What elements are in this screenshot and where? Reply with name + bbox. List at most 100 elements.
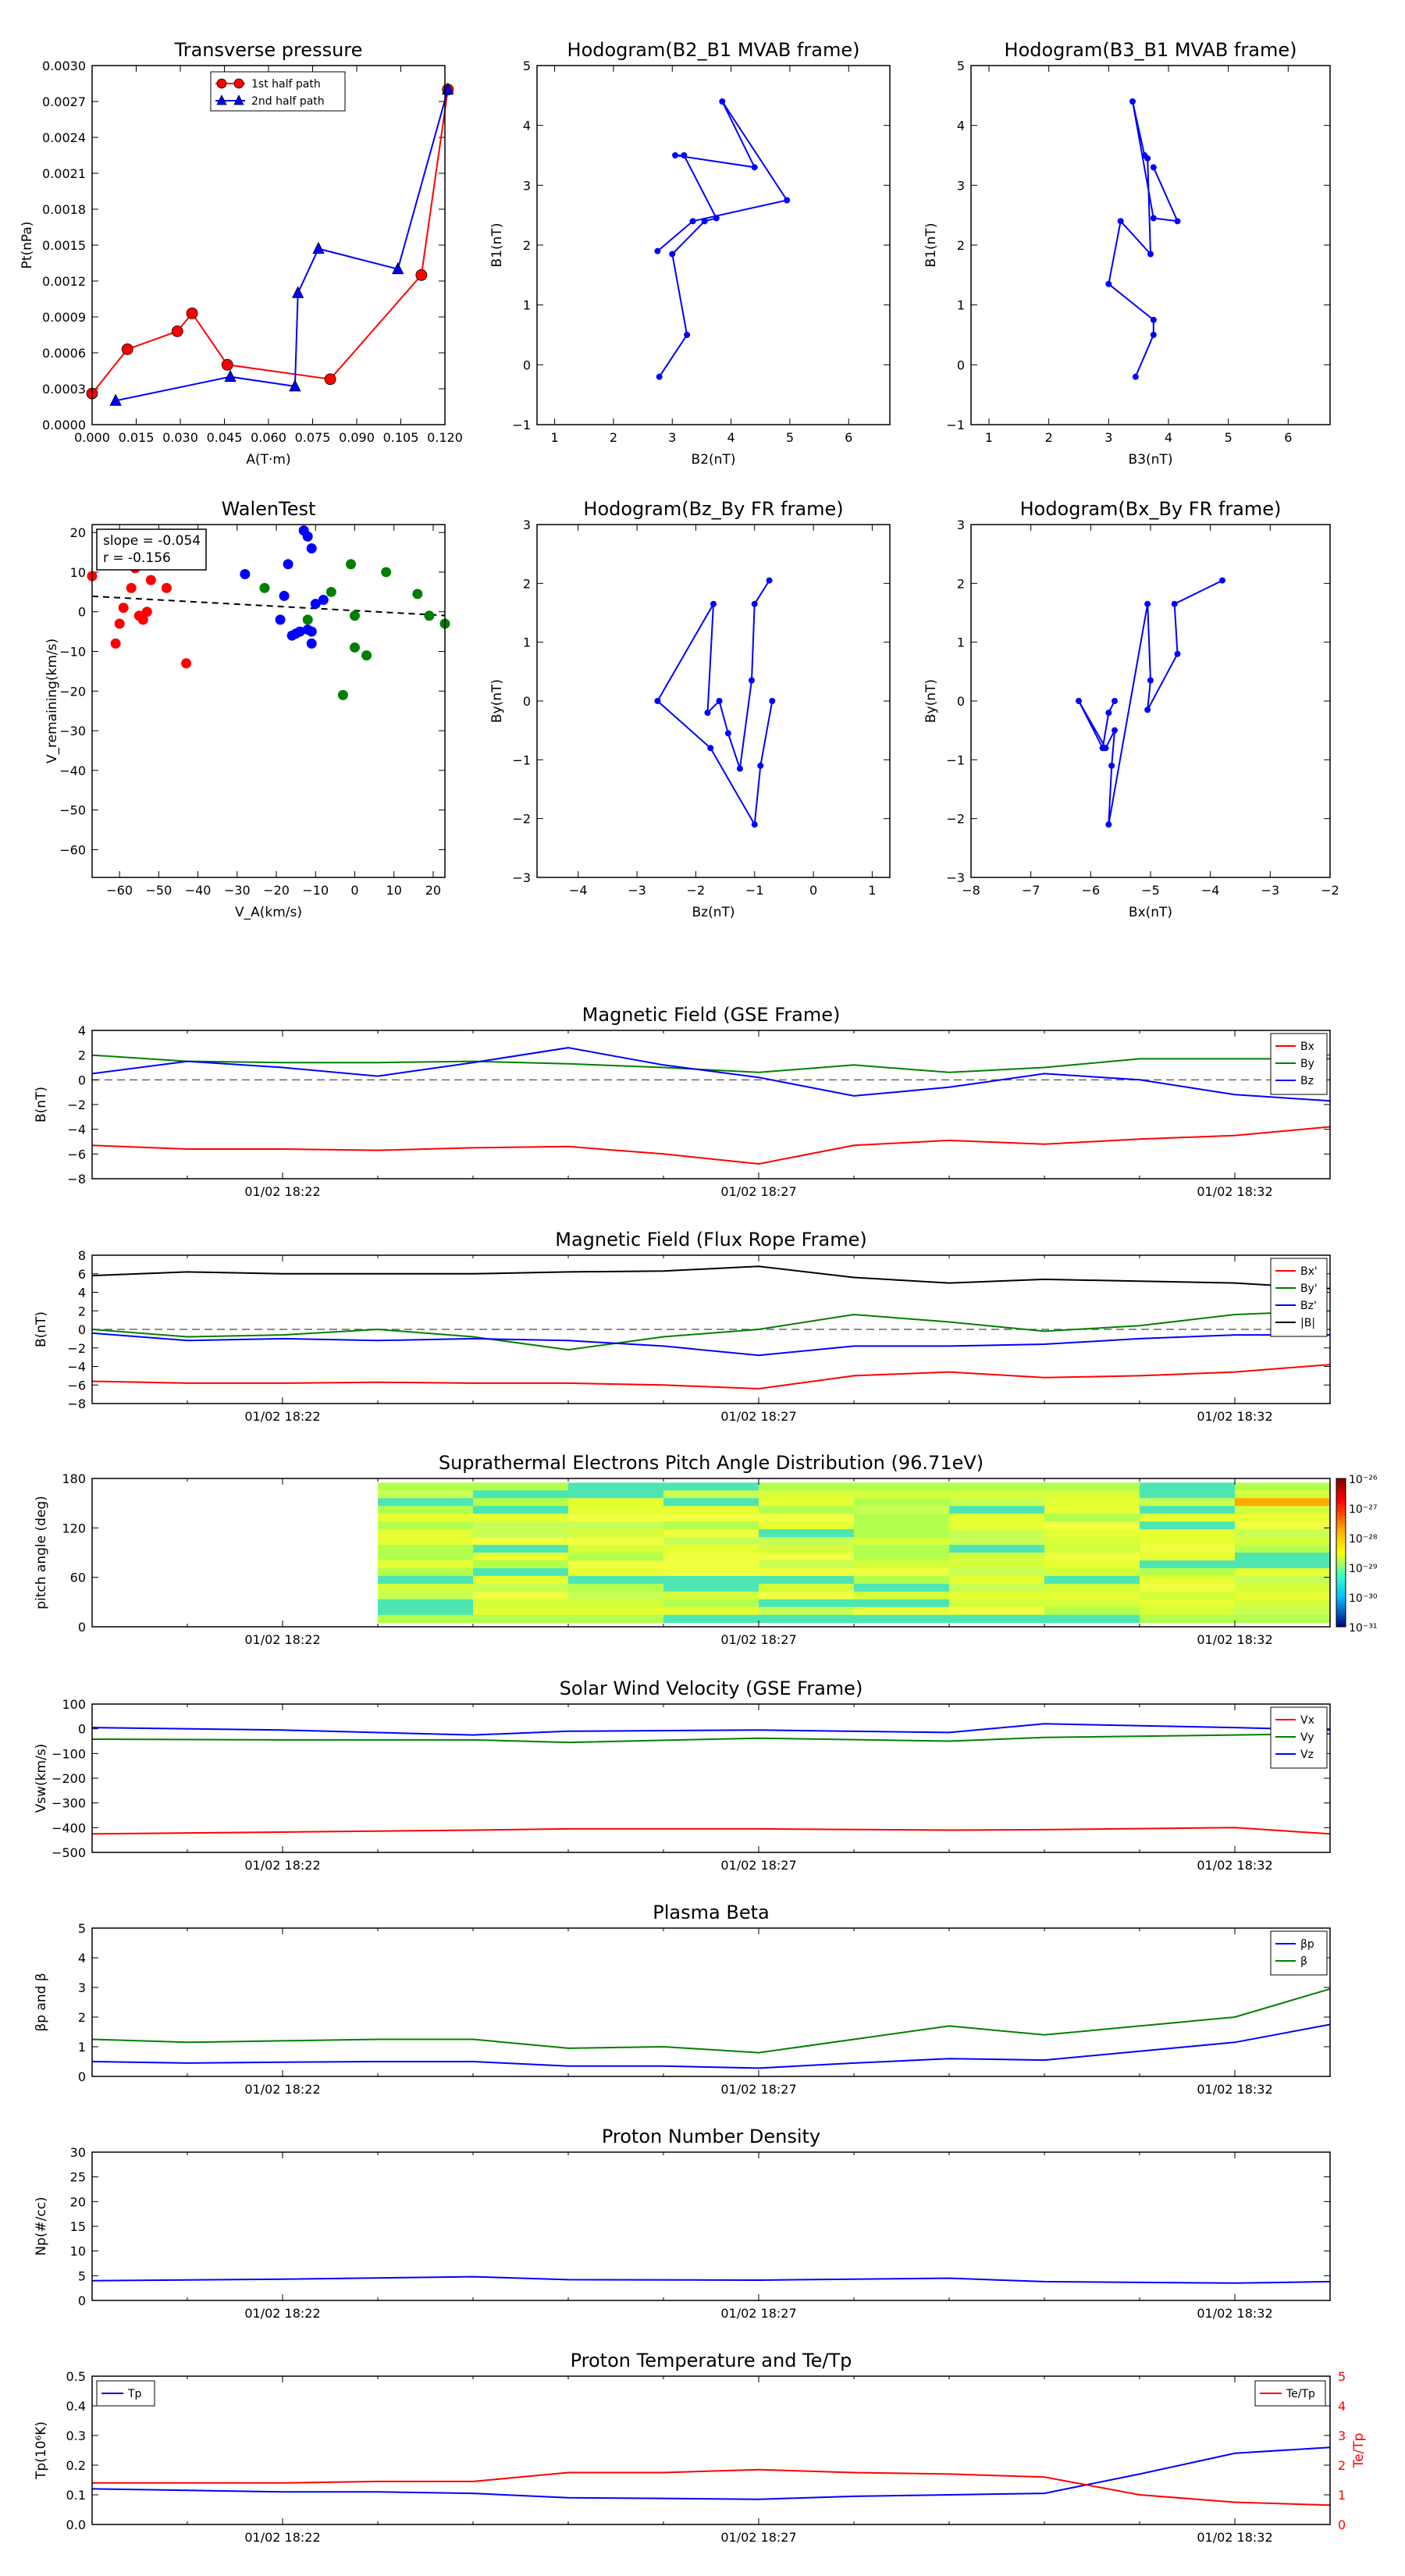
heatmap-cell xyxy=(473,1606,569,1616)
y2-tick-label: 5 xyxy=(1338,2369,1346,2384)
series-line xyxy=(91,2275,1331,2284)
series-line xyxy=(656,580,774,827)
y-tick-label: 0.0024 xyxy=(42,130,86,145)
y-tick-label: 30 xyxy=(70,2145,86,2160)
y-tick-label: 0 xyxy=(957,694,965,709)
y-tick-label: 0.0006 xyxy=(42,346,86,361)
chart-title: Proton Temperature and Te/Tp xyxy=(571,2350,852,2371)
y-tick-label: 2 xyxy=(957,238,965,253)
y-axis-label: βp and β xyxy=(34,1973,49,2031)
y-tick-label: 0.1 xyxy=(66,2488,86,2503)
x-axis-label: Bz(nT) xyxy=(692,905,735,920)
data-point xyxy=(324,373,336,386)
y-tick-label: 4 xyxy=(78,1951,86,1966)
colorbar-label: 10⁻²⁷ xyxy=(1349,1503,1377,1516)
x-tick-label: 01/02 18:22 xyxy=(244,1858,320,1873)
y-tick-label: 1 xyxy=(957,298,965,313)
x-tick-label: 01/02 18:32 xyxy=(1197,2530,1272,2545)
legend-box xyxy=(210,71,346,112)
heatmap-cell xyxy=(854,1514,950,1522)
legend-label: |B| xyxy=(1300,1317,1315,1329)
data-point xyxy=(392,262,404,275)
series-line xyxy=(91,1265,1331,1290)
y-tick-label: 5 xyxy=(78,1921,86,1936)
y-tick-label: −1 xyxy=(946,753,965,767)
data-point xyxy=(1219,577,1225,584)
heatmap-cell xyxy=(854,1599,950,1608)
panel-4: −4 −3 −2 −1 0 1 −3 −2 −1 0 1 2 3 Bz(nT) By(nT) xyxy=(489,518,890,920)
heatmap-cell xyxy=(378,1529,474,1538)
heatmap-cell xyxy=(473,1575,569,1585)
heatmap-cell xyxy=(759,1506,855,1514)
heatmap-cell xyxy=(1140,1606,1236,1616)
y-tick-label: −3 xyxy=(512,870,531,885)
x-tick-label: −2 xyxy=(1321,883,1339,898)
heatmap-cell xyxy=(378,1490,474,1499)
series-line xyxy=(115,89,449,402)
heatmap-cell xyxy=(568,1482,664,1491)
data-point xyxy=(716,698,723,704)
data-point xyxy=(1144,600,1151,607)
x-tick-label: 0.060 xyxy=(251,430,286,445)
data-point xyxy=(1117,218,1124,225)
data-point xyxy=(279,590,290,601)
y-tick-label: 0.0018 xyxy=(42,202,86,217)
heatmap-cell xyxy=(1044,1545,1140,1553)
x-tick-label: 01/02 18:32 xyxy=(1197,1409,1272,1424)
heatmap-cell xyxy=(568,1506,664,1514)
y-axis-label: By(nT) xyxy=(923,679,939,723)
data-point xyxy=(757,762,764,769)
heatmap-cell xyxy=(1044,1521,1140,1530)
plot-frame xyxy=(970,65,1331,425)
x-tick-label: −3 xyxy=(628,883,646,898)
y-tick-label: 20 xyxy=(70,525,86,540)
legend-label: Tp xyxy=(127,2388,142,2400)
y-tick-label: −3 xyxy=(946,870,965,885)
x-tick-label: 3 xyxy=(668,430,676,445)
chart-title: Hodogram(Bx_By FR frame) xyxy=(1020,498,1282,520)
legend-label: β xyxy=(1300,1955,1307,1968)
x-tick-label: −6 xyxy=(1082,883,1101,898)
panel-0: 0.000 0.015 0.030 0.045 0.060 0.075 0.090 0.105… xyxy=(20,59,463,468)
heatmap-cell xyxy=(473,1537,569,1546)
heatmap-cell xyxy=(759,1529,855,1538)
y-axis-label: By(nT) xyxy=(489,679,505,723)
x-tick-label: 01/02 18:27 xyxy=(720,1184,796,1199)
data-point xyxy=(121,343,133,355)
heatmap-cell xyxy=(854,1490,950,1499)
data-point xyxy=(361,650,372,661)
panel-6: 01/02 18:22 01/02 18:27 01/02 18:32 −8 −6 −4 −… xyxy=(34,1023,1331,1199)
data-point xyxy=(1099,745,1106,752)
y-tick-label: 8 xyxy=(78,1248,86,1263)
x-tick-label: −7 xyxy=(1022,883,1040,898)
heatmap-cell xyxy=(949,1567,1045,1577)
heatmap-cell xyxy=(759,1599,855,1608)
heatmap-cell xyxy=(473,1583,569,1592)
x-tick-label: 4 xyxy=(1165,430,1172,445)
heatmap-cell xyxy=(378,1553,474,1561)
x-tick-label: −40 xyxy=(185,883,212,898)
x-tick-label: 0.120 xyxy=(427,430,463,445)
y-tick-label: 2 xyxy=(78,1304,86,1318)
legend-label: Bx xyxy=(1300,1041,1314,1053)
heatmap-cell xyxy=(568,1599,664,1608)
colorbar xyxy=(1336,1478,1346,1628)
plot-frame xyxy=(91,2375,1331,2525)
x-tick-label: −10 xyxy=(302,883,329,898)
y-tick-label: 0.0000 xyxy=(42,418,86,432)
y-tick-label: 25 xyxy=(70,2170,86,2185)
data-point xyxy=(306,543,317,553)
series-line xyxy=(656,101,788,378)
panel-5: −8 −7 −6 −5 −4 −3 −2 −3 −2 −1 0 1 2 3 Bx(nT) By(nT) xyxy=(923,518,1339,920)
data-point xyxy=(1150,332,1157,338)
plot-frame xyxy=(91,1927,1331,2077)
y-tick-label: −8 xyxy=(67,1397,86,1411)
series-line xyxy=(91,1054,1330,1073)
heatmap-cell xyxy=(378,1599,474,1608)
y-tick-label: 15 xyxy=(70,2219,86,2234)
x-tick-label: 01/02 18:22 xyxy=(244,2306,320,2321)
heatmap-cell xyxy=(1140,1560,1236,1569)
heatmap-cell xyxy=(1140,1614,1236,1624)
chart-title: Plasma Beta xyxy=(653,1902,769,1923)
